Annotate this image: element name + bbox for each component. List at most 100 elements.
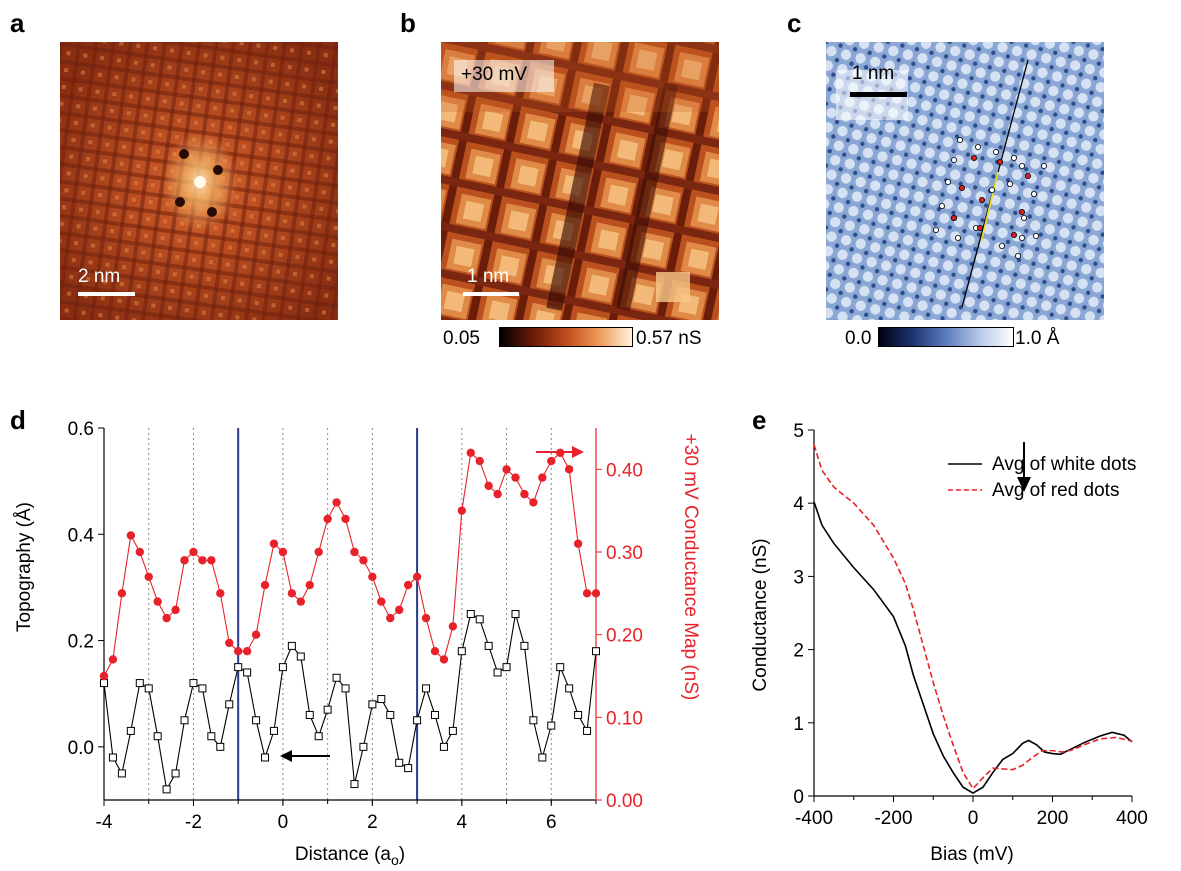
xlabel-bias: Bias (mV) bbox=[930, 844, 1013, 865]
y-tick-label: 4 bbox=[793, 494, 804, 515]
topography-point bbox=[234, 663, 243, 672]
ylabel-topography: Topography (Å) bbox=[14, 502, 35, 632]
y-tick-label: 2 bbox=[793, 641, 804, 662]
chart-d: -4 -2 0 2 4 6 0.0 0.2 0.4 0.6 0.00 0.10 0.20 0.30 0.40… bbox=[14, 419, 701, 868]
ylabel-conductance-e: Conductance (nS) bbox=[750, 538, 771, 691]
topography-point bbox=[180, 716, 189, 725]
arrow-right-conductance bbox=[536, 446, 584, 458]
legend-red: Avg of red dots bbox=[992, 480, 1119, 501]
x-tick-label: 4 bbox=[457, 812, 468, 833]
topography-point bbox=[457, 647, 466, 656]
conductance-point bbox=[457, 506, 467, 515]
topography-point bbox=[162, 785, 171, 794]
y-tick-label-right: 0.10 bbox=[606, 708, 643, 729]
conductance-point bbox=[502, 465, 511, 474]
conductance-point bbox=[547, 456, 556, 466]
y-tick-label-left: 0.2 bbox=[68, 632, 94, 653]
conductance-point bbox=[305, 580, 314, 590]
topography-point bbox=[413, 716, 422, 725]
conductance-point bbox=[573, 539, 583, 548]
conductance-point bbox=[538, 473, 547, 482]
scalebar-label-c: 1 nm bbox=[852, 63, 895, 84]
topography-point bbox=[439, 742, 448, 751]
conductance-point bbox=[171, 605, 180, 615]
topography-point bbox=[404, 764, 413, 773]
conductance-point bbox=[189, 547, 198, 557]
topography-point bbox=[511, 610, 520, 618]
conductance-point bbox=[493, 489, 502, 499]
topography-point bbox=[314, 732, 323, 741]
conductance-point bbox=[591, 589, 601, 598]
topography-line bbox=[103, 613, 597, 792]
y-tick-label-left: 0.0 bbox=[68, 738, 94, 759]
scalebar-label-b: 1 nm bbox=[467, 266, 510, 287]
topography-point bbox=[592, 647, 600, 656]
topography-point bbox=[287, 641, 296, 650]
conductance-point bbox=[520, 489, 529, 499]
y-tick-label-left: 0.4 bbox=[68, 525, 95, 546]
y-tick-label-right: 0.20 bbox=[606, 626, 643, 647]
conductance-point bbox=[368, 572, 377, 581]
scalebar-c bbox=[850, 92, 907, 97]
topography-point bbox=[126, 726, 135, 735]
conductance-point bbox=[466, 448, 475, 457]
topography-point bbox=[117, 769, 126, 778]
conductance-point bbox=[332, 498, 341, 507]
conductance-point bbox=[529, 498, 538, 507]
conductance-point bbox=[430, 647, 440, 656]
conductance-point bbox=[341, 514, 350, 524]
x-tick-label: 2 bbox=[367, 812, 378, 833]
conductance-point bbox=[198, 556, 207, 565]
conductance-point bbox=[242, 647, 252, 656]
topography-point bbox=[395, 758, 404, 767]
topography-point bbox=[430, 710, 439, 719]
ylabel-conductance: +30 mV Conductance Map (nS) bbox=[680, 434, 701, 701]
xlabel-distance: Distance (ao) bbox=[295, 844, 405, 868]
conductance-point bbox=[269, 539, 279, 548]
y-tick-label-right: 0.40 bbox=[606, 460, 643, 481]
topography-point bbox=[100, 679, 108, 688]
panel-label-e: e bbox=[752, 405, 767, 435]
topography-point bbox=[243, 668, 252, 677]
conductance-point bbox=[180, 556, 189, 565]
x-tick-label: 6 bbox=[546, 812, 557, 833]
conductance-point bbox=[475, 456, 484, 466]
topography-point bbox=[422, 684, 431, 693]
conductance-point bbox=[403, 580, 413, 590]
topography-point bbox=[359, 742, 368, 751]
colorbar-c-min: 0.0 bbox=[845, 328, 872, 349]
topography-point bbox=[153, 732, 162, 741]
conductance-point bbox=[108, 655, 118, 664]
topography-point bbox=[466, 610, 475, 618]
topography-point bbox=[520, 641, 529, 650]
conductance-point bbox=[377, 597, 386, 606]
legend-white: Avg of white dots bbox=[992, 454, 1136, 475]
scalebar-b bbox=[463, 292, 519, 296]
topography-point bbox=[386, 710, 395, 719]
conductance-point bbox=[144, 572, 153, 581]
conductance-point bbox=[287, 589, 297, 598]
conductance-point bbox=[359, 556, 368, 565]
topography-point bbox=[565, 684, 574, 693]
x-tick-label: 400 bbox=[1116, 808, 1148, 829]
topography-point bbox=[135, 679, 144, 688]
x-tick-label: -2 bbox=[185, 812, 202, 833]
conductance-point bbox=[412, 572, 422, 581]
conductance-point bbox=[233, 647, 243, 656]
panel-label-a: a bbox=[10, 8, 25, 38]
topography-point bbox=[269, 726, 278, 735]
topography-point bbox=[350, 780, 359, 789]
topography-point bbox=[305, 710, 314, 719]
y-tick-label: 0 bbox=[793, 787, 804, 808]
topography-point bbox=[252, 716, 261, 725]
conductance-point bbox=[153, 597, 162, 606]
conductance-point bbox=[260, 580, 270, 590]
topography-point bbox=[296, 652, 305, 661]
topography-point bbox=[368, 700, 377, 709]
colorbar-b-max: 0.57 nS bbox=[636, 328, 702, 349]
y-tick-label-left: 0.6 bbox=[68, 419, 94, 440]
conductance-point bbox=[99, 671, 109, 681]
conductance-point bbox=[350, 547, 359, 557]
conductance-point bbox=[439, 655, 449, 664]
y-tick-label: 1 bbox=[793, 714, 804, 735]
